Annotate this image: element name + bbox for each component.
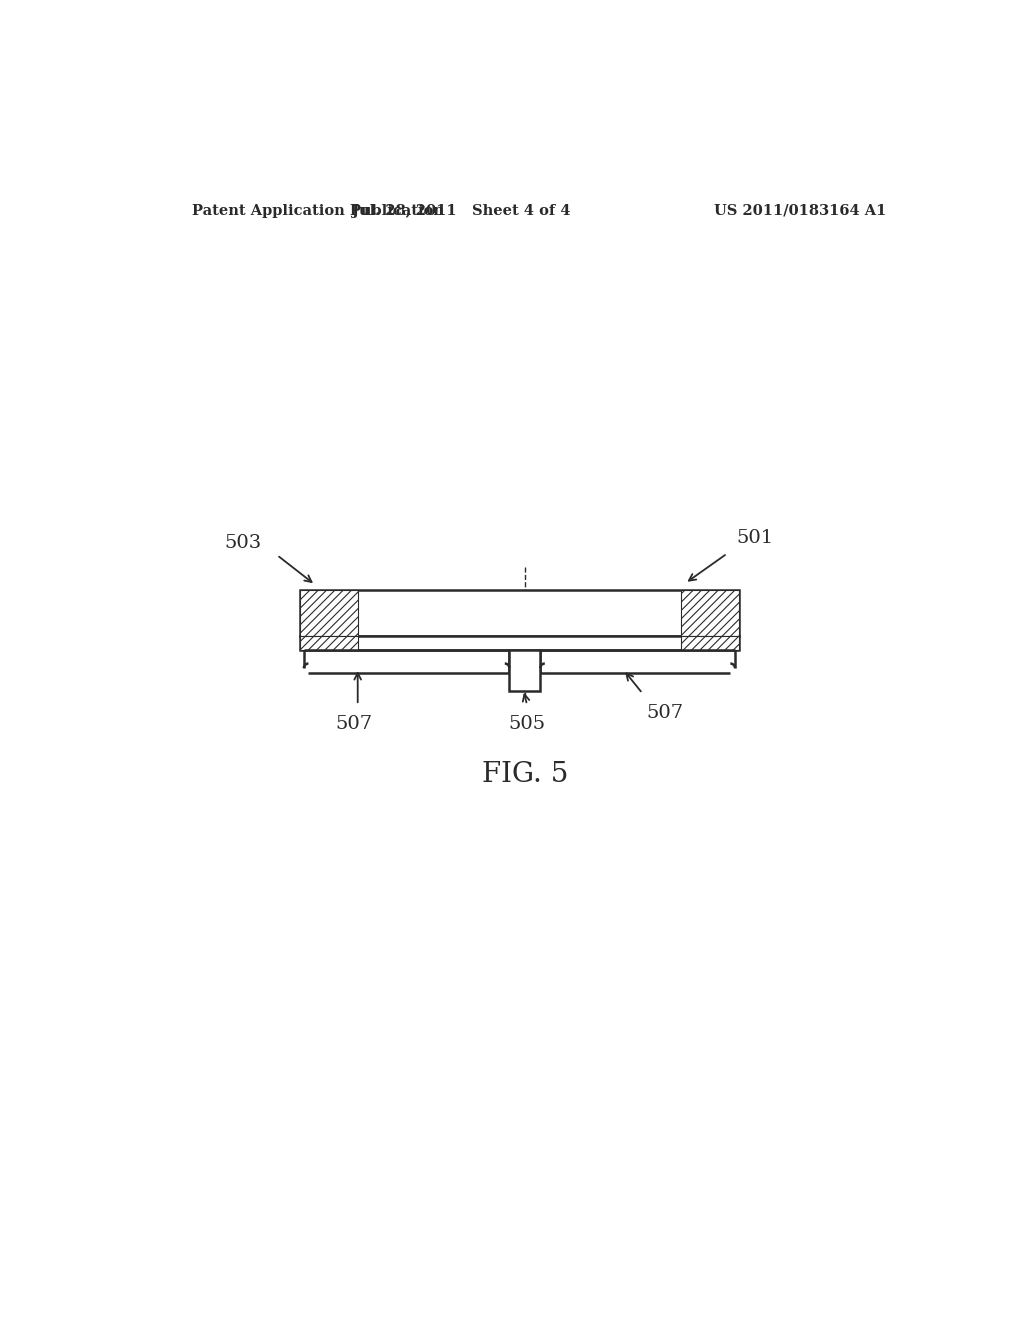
Text: US 2011/0183164 A1: US 2011/0183164 A1 (715, 203, 887, 218)
Text: 501: 501 (736, 529, 774, 546)
Bar (681, 636, 739, 649)
Bar (509, 649, 541, 692)
Bar (681, 590, 739, 636)
Bar (300, 636, 357, 649)
Text: FIG. 5: FIG. 5 (481, 760, 568, 788)
Bar (300, 590, 739, 636)
Text: 503: 503 (224, 535, 261, 552)
Text: Patent Application Publication: Patent Application Publication (193, 203, 444, 218)
Text: Jul. 28, 2011   Sheet 4 of 4: Jul. 28, 2011 Sheet 4 of 4 (352, 203, 571, 218)
Bar (300, 590, 357, 636)
Text: 505: 505 (509, 715, 546, 733)
Text: 507: 507 (335, 715, 373, 733)
Text: 507: 507 (646, 704, 684, 722)
Bar (300, 636, 739, 649)
